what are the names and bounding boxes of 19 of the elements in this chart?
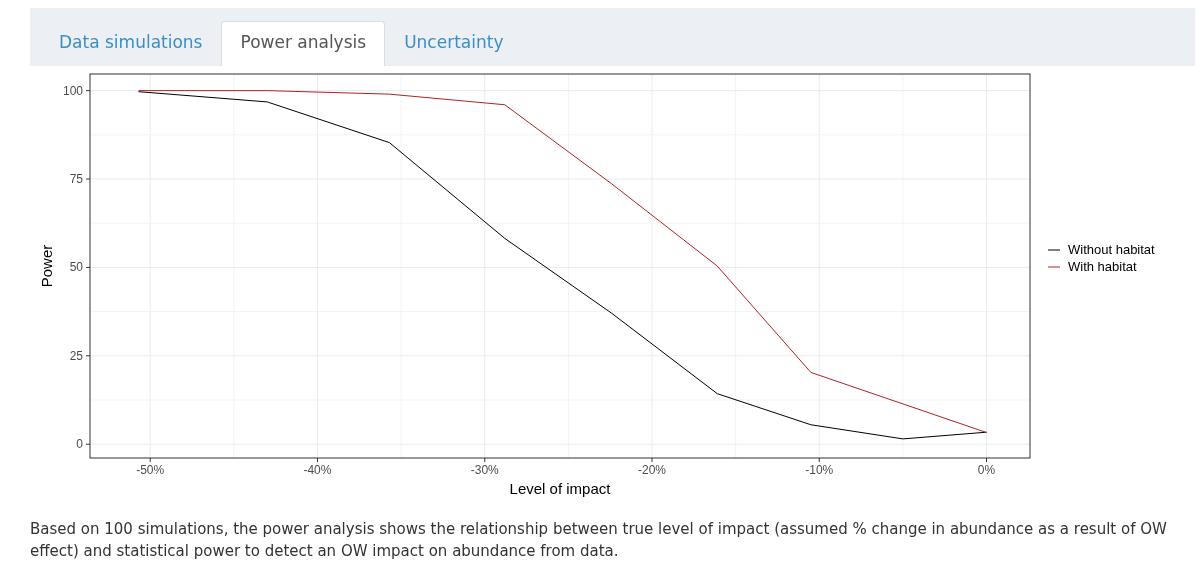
text: Data simulations	[58, 31, 204, 54]
y-tick-label: 25	[69, 348, 84, 363]
y-axis-title: Power	[38, 244, 55, 288]
x-axis-title: Level of impact	[509, 480, 612, 497]
legend-label: With habitat	[1068, 259, 1138, 274]
x-tick-label: 0%	[977, 463, 996, 477]
x-tick-label: -20%	[637, 463, 667, 477]
x-tick-label: -30%	[470, 463, 500, 477]
x-tick-label: -50%	[136, 463, 165, 477]
y-tick-label: 75	[69, 172, 84, 187]
x-tick-label: -40%	[303, 463, 332, 477]
x-tick-label: -10%	[805, 463, 834, 477]
legend-label: Without habitat	[1068, 242, 1156, 257]
text: Uncertainty	[403, 31, 505, 54]
y-tick-label: 0	[76, 437, 84, 452]
y-tick-label: 100	[62, 83, 84, 98]
text: Based on 100 simulations, the power analysis shows the relationship between true level of impact (assumed % change in abundance as a result of OW effect) and statistical power to detect an OW impact on abundance from data.	[30, 519, 1168, 562]
text: Power analysis	[221, 21, 386, 66]
y-tick-label: 50	[69, 260, 84, 275]
